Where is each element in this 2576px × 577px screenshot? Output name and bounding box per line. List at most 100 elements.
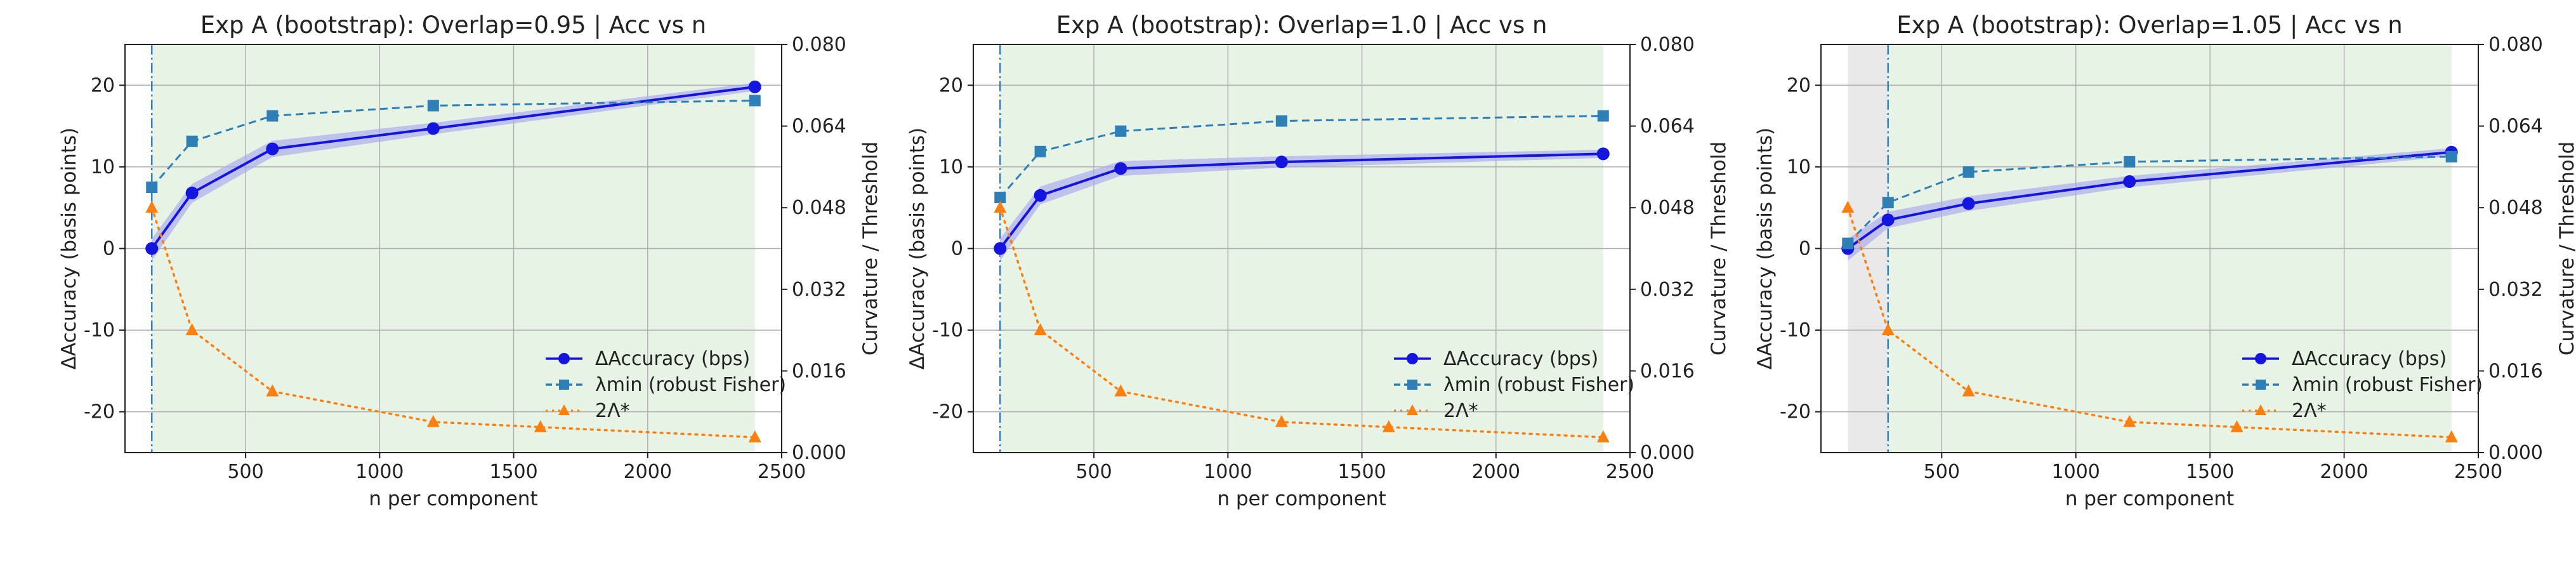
- legend-label: 2Λ*: [595, 400, 630, 422]
- chart-panel-1: 500 1000 1500 2000 2500 -20 -10 0 10 20 0.000 0.016…: [58, 11, 882, 510]
- y-tick-label: -10: [932, 319, 963, 342]
- x-tick-label: 1000: [2052, 461, 2100, 483]
- y-tick-label: -20: [84, 401, 115, 423]
- y-tick-label: 10: [1787, 156, 1811, 178]
- y2-tick-label: 0.000: [792, 442, 846, 464]
- legend-marker: [1407, 404, 1418, 415]
- legend-item: ΔAccuracy (bps): [1394, 348, 1598, 370]
- data-point: [1275, 415, 1288, 427]
- series-line: [1847, 156, 2452, 244]
- x-tick-label: 500: [227, 461, 263, 483]
- y2-tick-label: 0.016: [1640, 360, 1695, 382]
- chart-panel-3: 500 1000 1500 2000 2500 -20 -10 0 10 20 0.000 0.016…: [1754, 11, 2576, 510]
- series-2: [146, 95, 761, 194]
- x-tick-label: 1000: [1204, 461, 1252, 483]
- y2-axis-label: Curvature / Threshold: [859, 142, 882, 355]
- y2-tick-label: 0.000: [2488, 442, 2543, 464]
- y2-tick-label: 0.064: [792, 116, 846, 138]
- y-tick-label: -20: [932, 401, 963, 423]
- series-3: [1841, 201, 2458, 442]
- data-point: [185, 323, 199, 336]
- y2-tick-label: 0.080: [2488, 34, 2543, 56]
- legend-marker: [559, 380, 569, 390]
- data-point: [1114, 384, 1127, 397]
- series-2: [994, 110, 1609, 204]
- chart-title: Exp A (bootstrap): Overlap=1.05 | Acc vs…: [1896, 11, 2402, 39]
- y2-tick-label: 0.048: [2488, 197, 2543, 219]
- data-point: [1115, 125, 1127, 137]
- y2-tick-label: 0.032: [792, 279, 846, 301]
- y-axis-label: ΔAccuracy (basis points): [1754, 128, 1777, 369]
- y2-tick-label: 0.080: [1640, 34, 1695, 56]
- legend-marker: [2255, 353, 2266, 364]
- data-point: [146, 182, 158, 194]
- data-point: [748, 430, 761, 442]
- x-tick-label: 2500: [758, 461, 806, 483]
- y-tick-label: -20: [1780, 401, 1811, 423]
- data-point: [1881, 213, 1895, 227]
- y2-tick-label: 0.016: [2488, 360, 2543, 382]
- data-point: [266, 384, 279, 397]
- data-point: [1382, 420, 1395, 432]
- legend-marker: [2255, 404, 2266, 415]
- series-line: [1846, 206, 2453, 439]
- legend-label: λmin (robust Fisher): [2292, 374, 2483, 396]
- data-point: [1596, 147, 1610, 161]
- legend-label: 2Λ*: [2292, 400, 2327, 422]
- x-tick-label: 2500: [1606, 461, 1654, 483]
- data-point: [2445, 150, 2457, 162]
- series-line: [150, 206, 756, 439]
- y2-tick-label: 0.032: [1640, 279, 1695, 301]
- data-point: [1034, 145, 1046, 157]
- data-point: [1275, 156, 1288, 169]
- data-point: [185, 187, 199, 200]
- x-tick-label: 1000: [355, 461, 404, 483]
- x-tick-label: 2000: [624, 461, 672, 483]
- y-tick-label: 0: [103, 238, 115, 260]
- data-point: [1962, 197, 1975, 210]
- chart-title: Exp A (bootstrap): Overlap=1.0 | Acc vs …: [1056, 11, 1548, 39]
- y-tick-label: 20: [939, 74, 963, 96]
- x-axis-label: n per component: [1217, 487, 1386, 510]
- series-2: [1842, 150, 2457, 249]
- series-3: [145, 201, 761, 442]
- y2-tick-label: 0.000: [1640, 442, 1695, 464]
- legend-item: λmin (robust Fisher): [546, 374, 786, 396]
- series-line: [999, 206, 1605, 439]
- legend-marker: [1407, 353, 1418, 364]
- data-point: [1841, 201, 1855, 213]
- legend-item: λmin (robust Fisher): [2242, 374, 2483, 396]
- data-point: [145, 201, 159, 213]
- y2-tick-label: 0.064: [2488, 116, 2543, 138]
- legend-marker: [558, 404, 570, 415]
- y-tick-label: -10: [1780, 319, 1811, 342]
- y-tick-label: 20: [1787, 74, 1811, 96]
- data-point: [1114, 162, 1127, 175]
- data-point: [2123, 415, 2136, 427]
- data-point: [2230, 420, 2244, 432]
- x-tick-label: 2500: [2454, 461, 2502, 483]
- data-point: [1962, 166, 1975, 178]
- series-1: [145, 80, 761, 261]
- y2-tick-label: 0.064: [1640, 116, 1695, 138]
- y2-tick-label: 0.016: [792, 360, 846, 382]
- y2-axis-label: Curvature / Threshold: [1707, 142, 1730, 355]
- legend-label: ΔAccuracy (bps): [1443, 348, 1598, 370]
- data-point: [1034, 323, 1047, 336]
- legend: ΔAccuracy (bps) λmin (robust Fisher) 2Λ*: [1394, 348, 1634, 422]
- data-point: [749, 95, 761, 107]
- legend-item: ΔAccuracy (bps): [2242, 348, 2447, 370]
- y-axis-label: ΔAccuracy (basis points): [906, 128, 929, 369]
- legend-marker: [558, 353, 570, 364]
- y-tick-label: 10: [91, 156, 115, 178]
- data-point: [994, 201, 1007, 213]
- data-point: [426, 122, 440, 135]
- data-point: [1962, 384, 1975, 397]
- data-point: [1882, 197, 1894, 209]
- data-point: [534, 420, 547, 432]
- data-point: [1881, 323, 1895, 336]
- legend-item: 2Λ*: [546, 400, 630, 422]
- data-point: [145, 242, 159, 255]
- data-point: [994, 242, 1007, 255]
